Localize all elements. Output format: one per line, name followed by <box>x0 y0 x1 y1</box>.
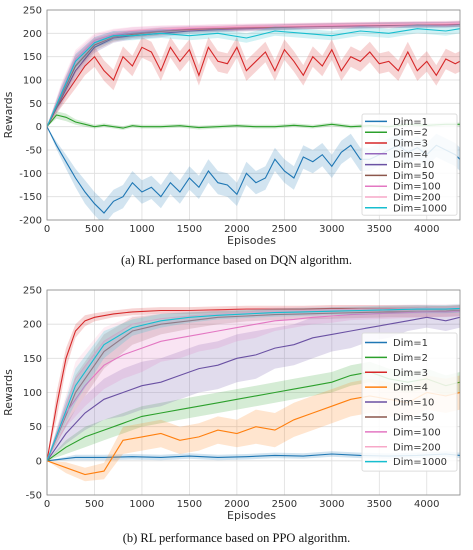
legend-label: Dim=100 <box>393 182 441 193</box>
line-dim-10 <box>47 316 460 462</box>
line-dim-3 <box>47 307 460 461</box>
y-tick-label: 100 <box>23 388 42 399</box>
series-group <box>47 20 460 220</box>
y-tick-label: -50 <box>26 146 42 157</box>
band-dim-3 <box>47 305 460 461</box>
y-tick-label: 0 <box>36 122 42 133</box>
line-dim-1000 <box>47 307 460 461</box>
x-tick-label: 4000 <box>414 499 439 510</box>
band-dim-2 <box>47 111 460 130</box>
x-tick-label: 0 <box>44 224 50 235</box>
line-dim-100 <box>47 310 460 462</box>
x-tick-label: 2000 <box>224 499 249 510</box>
band-dim-1 <box>47 126 460 220</box>
legend-label: Dim=2 <box>393 353 428 364</box>
legend-label: Dim=200 <box>393 193 441 204</box>
y-tick-label: 250 <box>23 6 42 17</box>
x-tick-label: 1000 <box>129 224 154 235</box>
x-tick-label: 2500 <box>272 499 297 510</box>
legend-label: Dim=4 <box>393 383 428 394</box>
x-tick-label: 2000 <box>224 224 249 235</box>
plot-frame <box>46 9 461 221</box>
band-dim-4 <box>47 375 460 482</box>
plot-frame <box>46 289 461 496</box>
legend-label: Dim=3 <box>393 368 428 379</box>
y-axis-label: Rewards <box>2 91 15 138</box>
x-tick-label: 3000 <box>319 499 344 510</box>
x-tick-label: 3000 <box>319 224 344 235</box>
y-tick-label: 0 <box>36 456 42 467</box>
band-dim-10 <box>47 307 460 461</box>
band-dim-100 <box>47 305 460 461</box>
line-dim-200 <box>47 307 460 461</box>
legend-label: Dim=200 <box>393 442 441 453</box>
legend-label: Dim=100 <box>393 427 441 438</box>
legend-box <box>361 332 458 472</box>
line-dim-3 <box>47 46 460 127</box>
y-tick-label: -100 <box>19 169 42 180</box>
x-axis-label: Episodes <box>227 234 276 247</box>
y-tick-label: 200 <box>23 29 42 40</box>
legend-box <box>361 113 458 216</box>
line-dim-200 <box>47 22 460 127</box>
dqn-caption: (a) RL performance based on DQN algorith… <box>120 253 353 267</box>
y-tick-label: 100 <box>23 76 42 87</box>
legend-label: Dim=10 <box>393 398 434 409</box>
y-tick-label: 150 <box>23 354 42 365</box>
y-tick-label: -200 <box>19 216 42 227</box>
legend-label: Dim=2 <box>393 128 428 139</box>
line-dim-1000 <box>47 28 460 127</box>
y-tick-label: -50 <box>26 491 42 502</box>
y-tick-label: 200 <box>23 320 42 331</box>
legend-label: Dim=1000 <box>393 203 447 214</box>
legend-label: Dim=1 <box>393 117 428 128</box>
x-tick-label: 2500 <box>272 224 297 235</box>
y-axis-label: Rewards <box>2 369 15 416</box>
x-tick-label: 1500 <box>177 224 202 235</box>
x-tick-label: 3500 <box>367 224 392 235</box>
legend-label: Dim=1000 <box>393 457 447 468</box>
y-tick-label: -150 <box>19 192 42 203</box>
y-tick-label: 50 <box>29 422 42 433</box>
legend-label: Dim=50 <box>393 412 434 423</box>
legend-label: Dim=1 <box>393 338 428 349</box>
x-tick-label: 0 <box>44 499 50 510</box>
legend-label: Dim=4 <box>393 149 428 160</box>
x-tick-label: 500 <box>85 224 104 235</box>
x-tick-label: 500 <box>85 499 104 510</box>
line-dim-50 <box>47 309 460 462</box>
x-tick-label: 1000 <box>129 499 154 510</box>
x-axis-label: Episodes <box>227 509 276 522</box>
ppo-caption: (b) RL performance based on PPO algorith… <box>122 531 351 545</box>
y-tick-label: 50 <box>29 99 42 110</box>
legend-label: Dim=10 <box>393 160 434 171</box>
x-tick-label: 3500 <box>367 499 392 510</box>
x-tick-label: 1500 <box>177 499 202 510</box>
legend-label: Dim=3 <box>393 139 428 150</box>
legend-label: Dim=50 <box>393 171 434 182</box>
y-tick-label: 150 <box>23 52 42 63</box>
y-tick-label: 250 <box>23 286 42 297</box>
x-tick-label: 4000 <box>414 224 439 235</box>
